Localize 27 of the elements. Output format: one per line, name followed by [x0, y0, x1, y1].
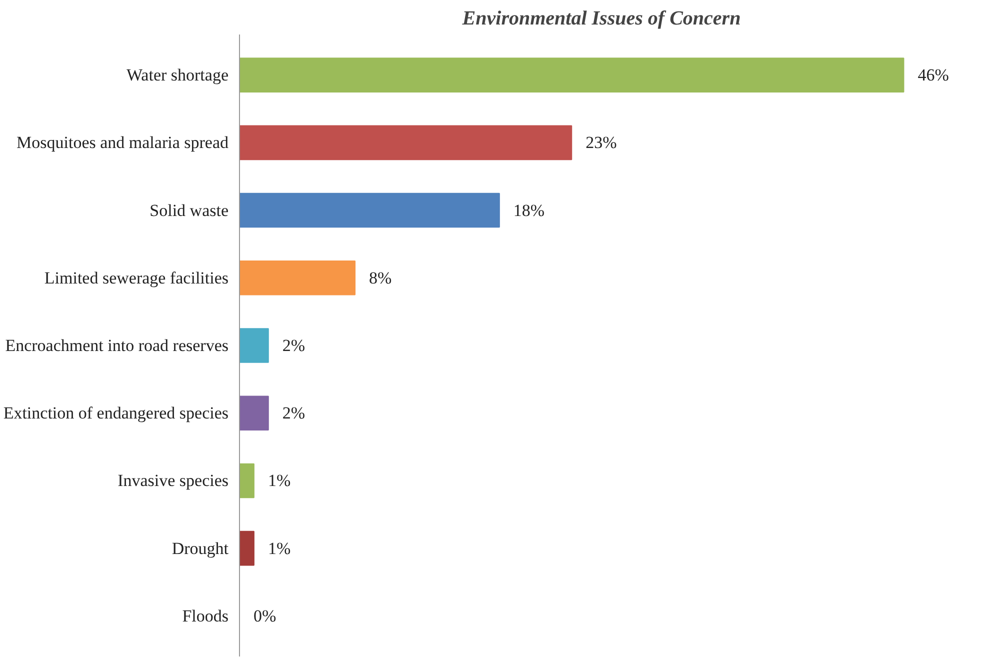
data-label: 1%	[268, 538, 291, 558]
data-label: 18%	[513, 200, 545, 220]
y-tick-label: Encroachment into road reserves	[5, 336, 229, 355]
y-tick-label: Solid waste	[150, 200, 228, 220]
bar	[240, 125, 572, 160]
bar	[240, 58, 904, 92]
bar	[240, 192, 500, 228]
y-tick-label: Limited sewerage facilities	[44, 268, 229, 288]
data-label: 0%	[254, 606, 276, 626]
data-label: 2%	[282, 404, 306, 423]
data-label: 8%	[369, 268, 392, 288]
y-tick-label: Invasive species	[118, 471, 229, 490]
data-label: 46%	[918, 66, 949, 85]
data-label: 2%	[282, 336, 306, 355]
bar	[240, 396, 269, 431]
y-tick-label: Water shortage	[126, 66, 228, 85]
bar	[240, 328, 269, 363]
bar	[240, 530, 254, 566]
y-tick-label: Floods	[182, 606, 229, 626]
chart-title: Environmental Issues of Concern	[461, 8, 741, 30]
data-label: 1%	[268, 471, 291, 490]
bar	[240, 463, 254, 498]
y-tick-label: Extinction of endangered species	[3, 404, 229, 423]
y-tick-label: Drought	[172, 538, 229, 558]
data-label: 23%	[586, 133, 617, 152]
y-tick-label: Mosquitoes and malaria spread	[16, 133, 229, 152]
bar	[240, 260, 356, 296]
